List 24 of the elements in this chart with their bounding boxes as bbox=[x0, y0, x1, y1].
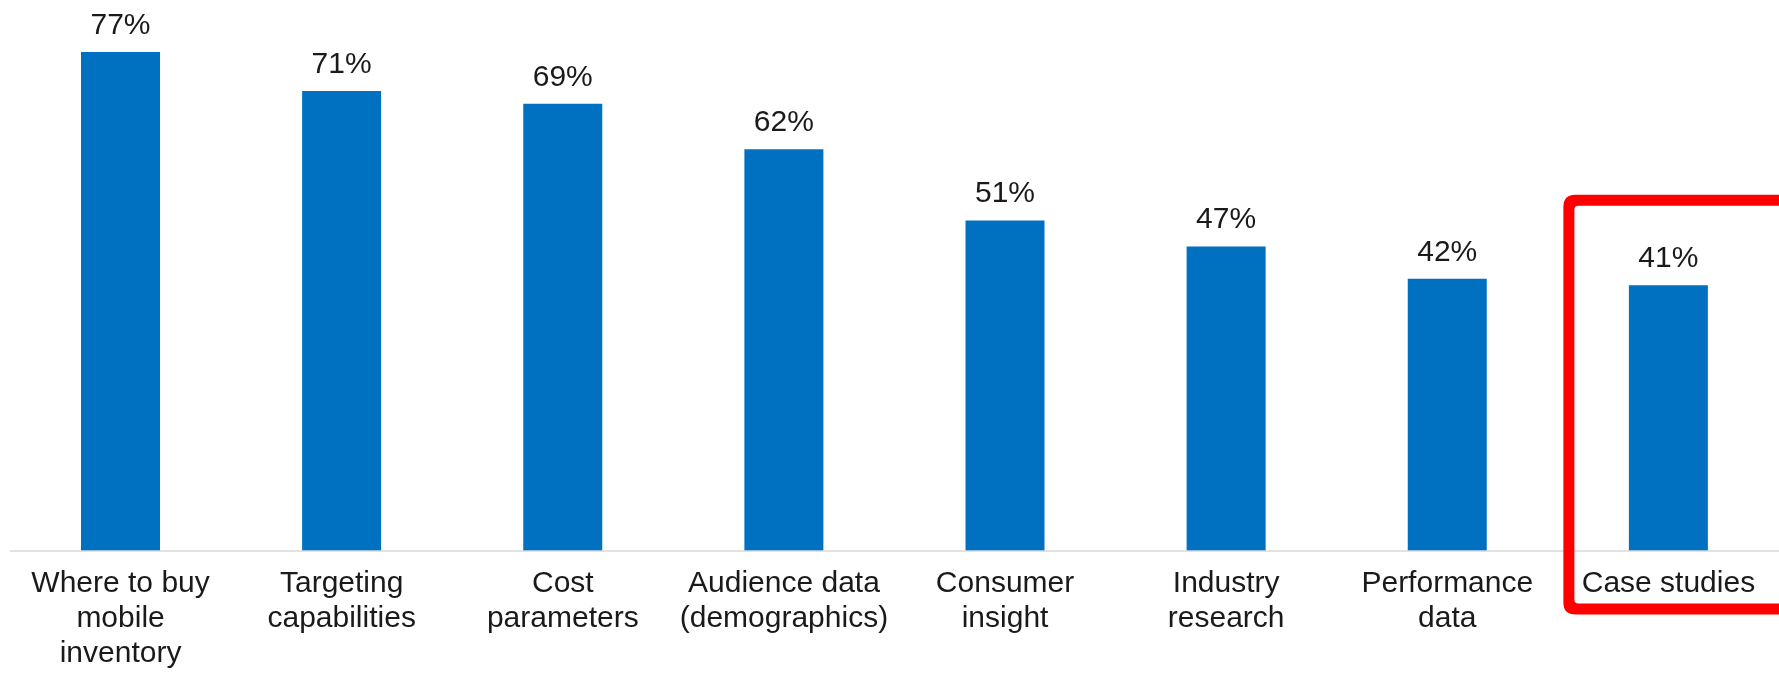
bar bbox=[523, 103, 603, 551]
x-tick-label: Where to buy mobile inventory bbox=[31, 565, 210, 669]
x-tick-label: Industry research bbox=[1167, 565, 1285, 634]
bar bbox=[1628, 285, 1708, 551]
bar bbox=[744, 149, 824, 551]
data-label: 62% bbox=[753, 104, 814, 138]
bar bbox=[1407, 278, 1487, 551]
x-tick-label: Case studies bbox=[1581, 565, 1756, 599]
data-label: 51% bbox=[974, 175, 1036, 209]
data-label: 42% bbox=[1417, 233, 1478, 267]
bar bbox=[965, 220, 1045, 551]
data-label: 47% bbox=[1196, 201, 1257, 235]
x-tick-label: Performance data bbox=[1361, 565, 1534, 634]
data-label: 77% bbox=[90, 7, 151, 40]
bar bbox=[302, 90, 382, 551]
data-label: 69% bbox=[532, 58, 593, 92]
x-tick-label: Audience data (demographics) bbox=[679, 565, 889, 634]
x-tick-label: Targeting capabilities bbox=[267, 565, 416, 634]
x-tick-label: Consumer insight bbox=[935, 565, 1075, 634]
data-label: 41% bbox=[1638, 240, 1699, 274]
bar bbox=[81, 52, 160, 551]
x-tick-label: Cost parameters bbox=[486, 565, 639, 634]
bar bbox=[1186, 246, 1266, 551]
data-label: 71% bbox=[311, 45, 372, 79]
